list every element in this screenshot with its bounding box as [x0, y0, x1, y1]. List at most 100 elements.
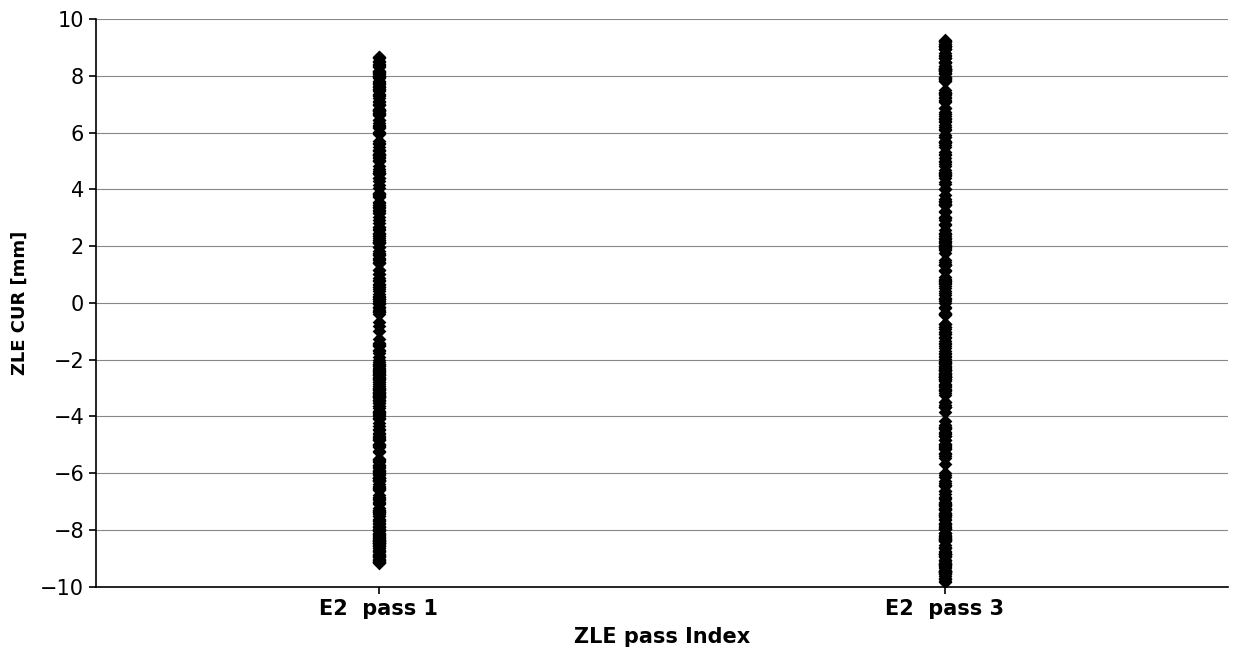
- Point: [369, 554, 389, 565]
- Point: [369, 549, 389, 560]
- Point: [369, 370, 389, 380]
- Point: [369, 476, 389, 487]
- Point: [935, 277, 955, 288]
- Point: [935, 50, 955, 61]
- Point: [935, 439, 955, 449]
- Point: [369, 60, 389, 70]
- Point: [935, 57, 955, 67]
- Point: [935, 169, 955, 180]
- Point: [369, 306, 389, 316]
- Point: [935, 132, 955, 143]
- Point: [935, 443, 955, 454]
- Point: [935, 243, 955, 253]
- Point: [369, 272, 389, 283]
- Point: [369, 357, 389, 367]
- Point: [369, 455, 389, 466]
- Point: [369, 70, 389, 81]
- Point: [935, 428, 955, 438]
- Point: [935, 206, 955, 216]
- Point: [935, 574, 955, 584]
- Point: [369, 292, 389, 303]
- Point: [935, 546, 955, 557]
- Point: [935, 47, 955, 58]
- Point: [935, 367, 955, 378]
- Point: [369, 360, 389, 370]
- Point: [935, 365, 955, 376]
- Point: [369, 155, 389, 165]
- Point: [935, 548, 955, 559]
- Point: [369, 65, 389, 76]
- Point: [935, 231, 955, 241]
- Point: [935, 168, 955, 178]
- Point: [369, 468, 389, 479]
- Point: [935, 274, 955, 284]
- Point: [935, 439, 955, 449]
- Point: [369, 172, 389, 183]
- Point: [935, 365, 955, 376]
- Point: [935, 170, 955, 181]
- Point: [935, 388, 955, 398]
- Point: [369, 538, 389, 548]
- Point: [369, 388, 389, 398]
- Point: [369, 168, 389, 178]
- Point: [369, 138, 389, 148]
- Point: [369, 71, 389, 82]
- Point: [369, 383, 389, 393]
- Point: [369, 482, 389, 492]
- Point: [935, 68, 955, 79]
- Point: [369, 79, 389, 89]
- Point: [369, 414, 389, 424]
- Point: [369, 82, 389, 93]
- Point: [935, 569, 955, 579]
- Point: [369, 189, 389, 199]
- Point: [369, 407, 389, 418]
- Point: [369, 494, 389, 504]
- Point: [935, 228, 955, 238]
- Point: [369, 384, 389, 394]
- Point: [935, 549, 955, 559]
- Point: [935, 245, 955, 255]
- Point: [935, 450, 955, 461]
- Point: [369, 467, 389, 478]
- Point: [935, 199, 955, 210]
- Point: [935, 309, 955, 320]
- Point: [369, 115, 389, 126]
- Point: [369, 302, 389, 313]
- Point: [369, 359, 389, 369]
- Point: [369, 205, 389, 216]
- Point: [369, 100, 389, 111]
- Point: [935, 496, 955, 507]
- Point: [369, 298, 389, 309]
- Point: [935, 97, 955, 107]
- Point: [369, 397, 389, 408]
- Point: [935, 386, 955, 397]
- X-axis label: ZLE pass Index: ZLE pass Index: [574, 627, 750, 647]
- Point: [369, 84, 389, 94]
- Point: [369, 524, 389, 535]
- Point: [935, 234, 955, 245]
- Point: [935, 545, 955, 556]
- Point: [369, 538, 389, 548]
- Point: [935, 531, 955, 542]
- Point: [935, 542, 955, 553]
- Point: [369, 393, 389, 403]
- Point: [369, 376, 389, 387]
- Point: [369, 530, 389, 540]
- Point: [369, 551, 389, 561]
- Point: [935, 401, 955, 412]
- Point: [935, 265, 955, 276]
- Point: [369, 499, 389, 510]
- Point: [369, 469, 389, 480]
- Point: [369, 105, 389, 116]
- Point: [935, 95, 955, 106]
- Point: [369, 553, 389, 564]
- Point: [369, 149, 389, 159]
- Point: [935, 240, 955, 251]
- Point: [935, 43, 955, 54]
- Point: [935, 361, 955, 371]
- Point: [935, 61, 955, 72]
- Point: [369, 460, 389, 470]
- Point: [935, 309, 955, 319]
- Point: [369, 297, 389, 308]
- Point: [935, 278, 955, 289]
